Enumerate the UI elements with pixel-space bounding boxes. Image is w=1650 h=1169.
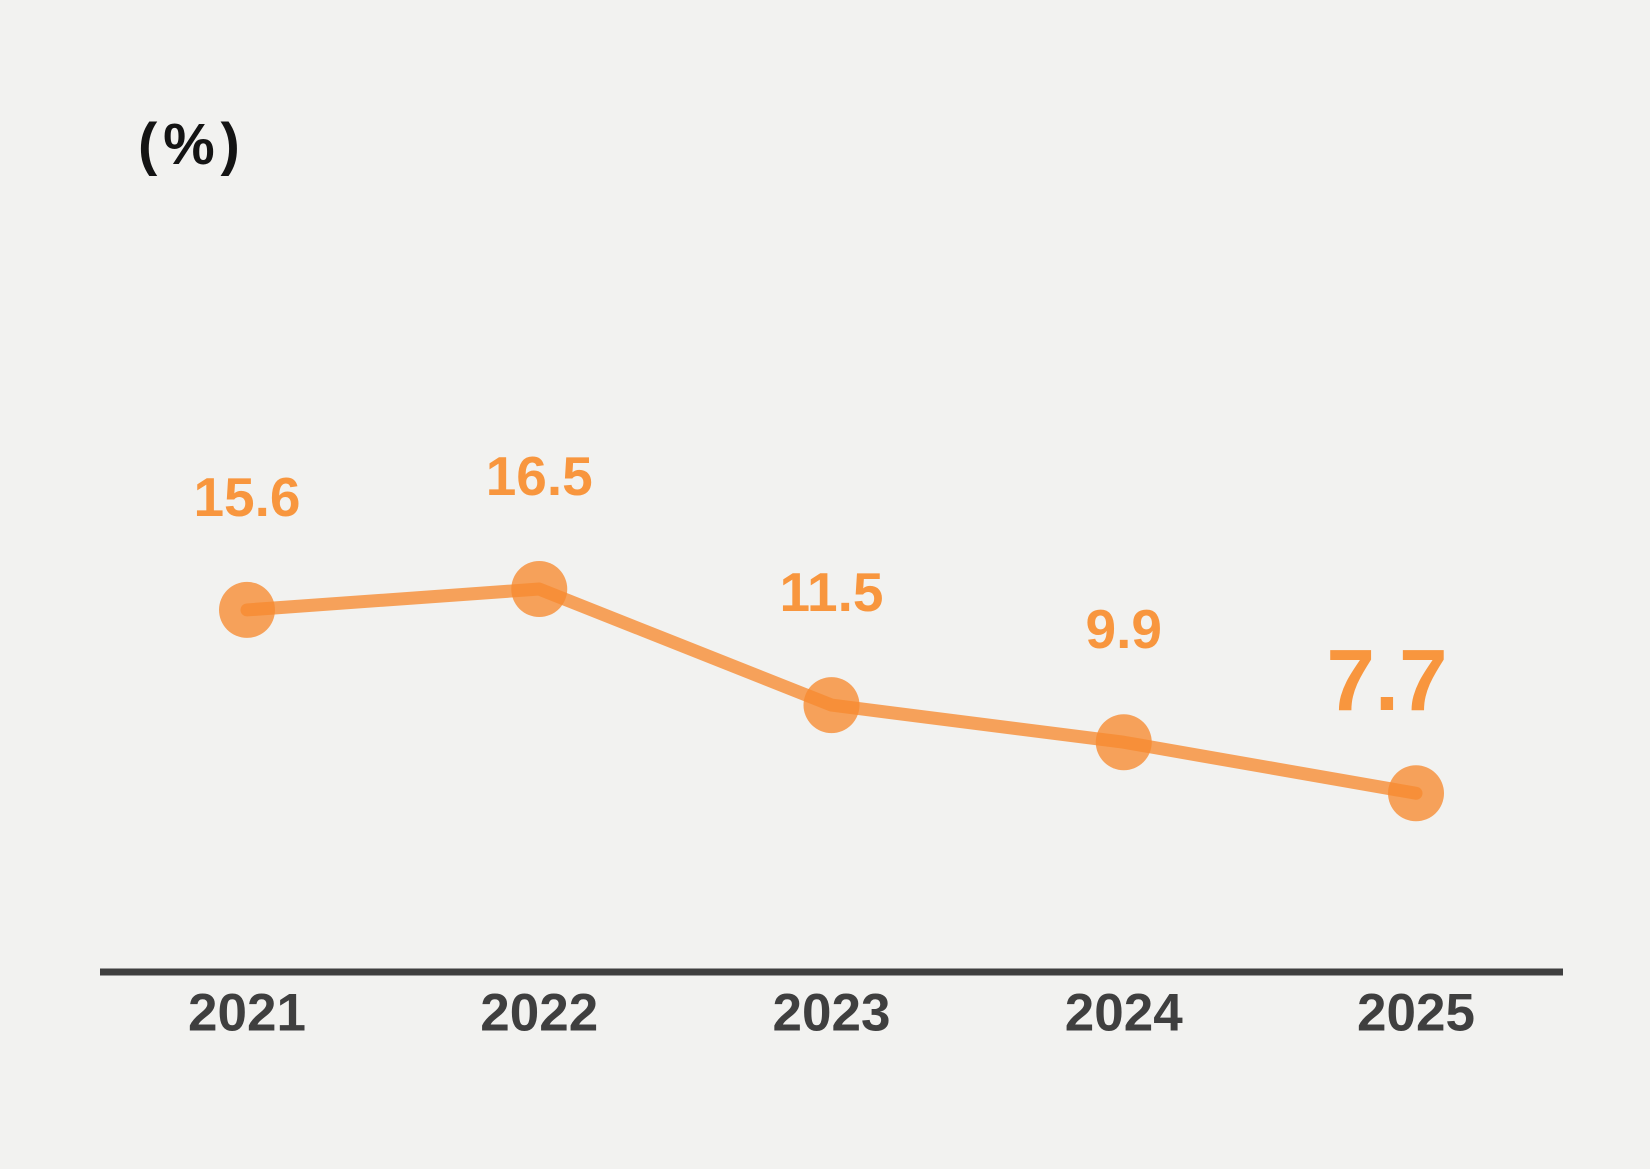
data-label-2022: 16.5 <box>486 445 593 507</box>
data-label-2025: 7.7 <box>1327 632 1448 729</box>
trend-line <box>240 582 1423 800</box>
x-tick-2023: 2023 <box>773 984 891 1043</box>
x-tick-2024: 2024 <box>1065 984 1183 1043</box>
x-tick-2025: 2025 <box>1357 984 1475 1043</box>
x-tick-2022: 2022 <box>480 984 598 1043</box>
x-tick-2021: 2021 <box>188 984 306 1043</box>
y-axis-unit-label: (%) <box>138 112 246 177</box>
data-label-2023: 11.5 <box>779 561 883 623</box>
data-label-2021: 15.6 <box>193 466 300 528</box>
data-label-2024: 9.9 <box>1086 598 1162 660</box>
